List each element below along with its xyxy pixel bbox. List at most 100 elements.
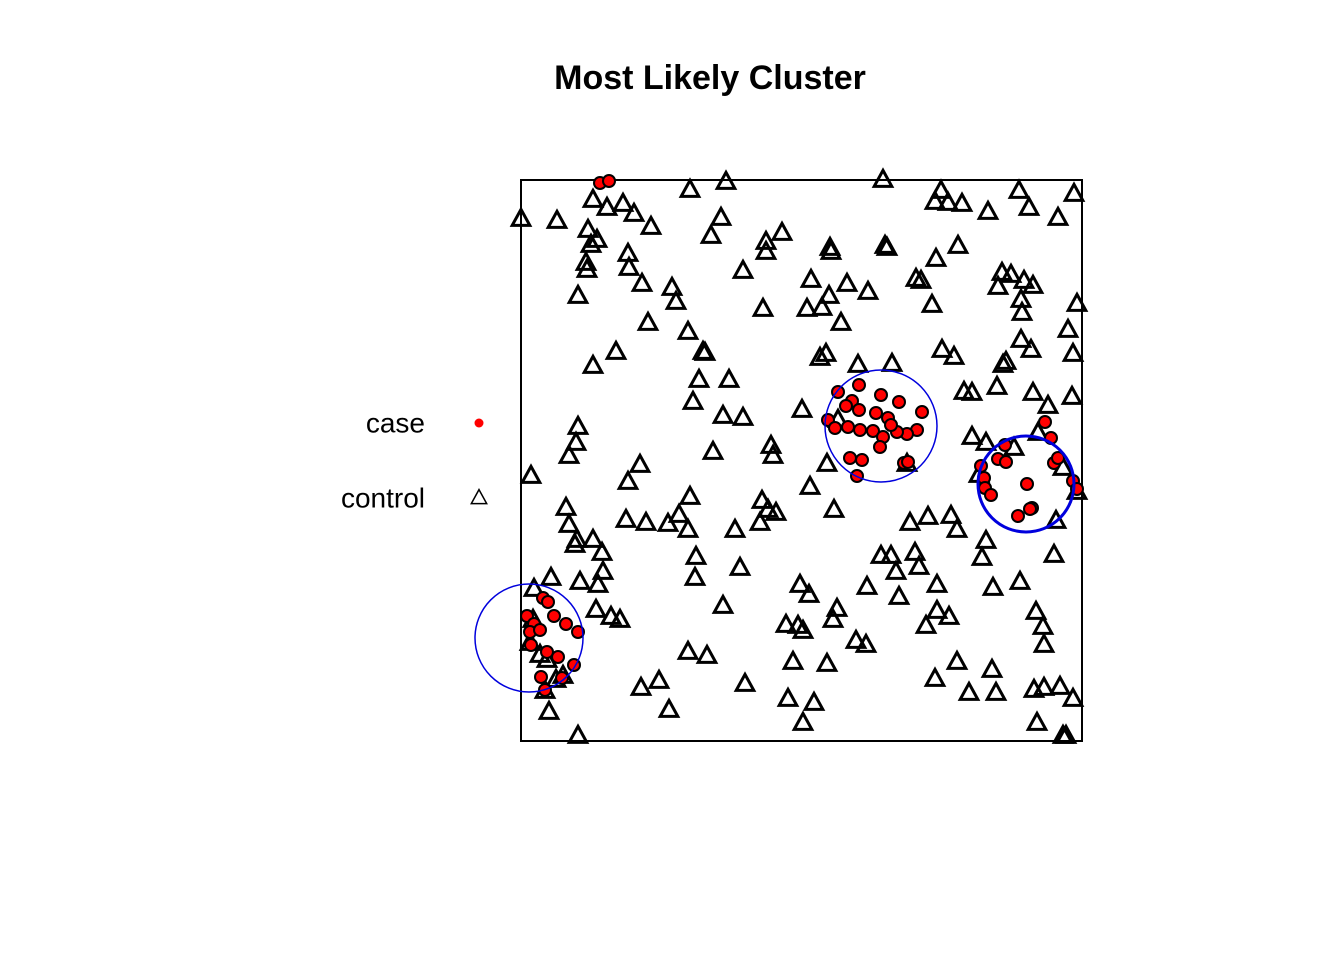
control-point bbox=[629, 675, 653, 696]
case-point bbox=[1038, 415, 1052, 429]
control-point bbox=[923, 666, 947, 687]
control-point bbox=[821, 607, 845, 628]
control-point bbox=[1025, 710, 1049, 731]
control-point bbox=[904, 266, 928, 287]
control-point bbox=[539, 565, 563, 586]
control-point bbox=[554, 495, 578, 516]
case-point bbox=[533, 623, 547, 637]
control-point bbox=[950, 191, 974, 212]
case-point bbox=[828, 421, 842, 435]
control-point bbox=[920, 292, 944, 313]
control-point bbox=[628, 452, 652, 473]
control-point bbox=[683, 565, 707, 586]
case-point bbox=[555, 671, 569, 685]
control-point bbox=[761, 443, 785, 464]
control-point bbox=[907, 554, 931, 575]
control-point bbox=[678, 484, 702, 505]
control-point bbox=[509, 206, 533, 227]
control-point bbox=[711, 403, 735, 424]
control-point bbox=[676, 517, 700, 538]
control-point bbox=[604, 339, 628, 360]
control-point bbox=[960, 380, 984, 401]
control-point bbox=[647, 668, 671, 689]
case-point bbox=[866, 424, 880, 438]
legend-label: control bbox=[341, 482, 425, 513]
control-point bbox=[581, 527, 605, 548]
control-point bbox=[1021, 273, 1045, 294]
control-point bbox=[617, 255, 641, 276]
control-point bbox=[699, 223, 723, 244]
control-point bbox=[639, 214, 663, 235]
control-point bbox=[790, 397, 814, 418]
control-point bbox=[1042, 542, 1066, 563]
control-point bbox=[614, 507, 638, 528]
control-point bbox=[916, 504, 940, 525]
control-point bbox=[871, 167, 895, 188]
control-point bbox=[731, 258, 755, 279]
case-point bbox=[853, 423, 867, 437]
control-point bbox=[1036, 393, 1060, 414]
control-point bbox=[723, 517, 747, 538]
control-point bbox=[942, 344, 966, 365]
case-point bbox=[540, 645, 554, 659]
legend-marker bbox=[474, 418, 484, 428]
control-point bbox=[616, 469, 640, 490]
control-point bbox=[930, 337, 954, 358]
control-point bbox=[929, 178, 953, 199]
cluster-circle bbox=[976, 434, 1076, 534]
control-point bbox=[815, 451, 839, 472]
control-point bbox=[846, 352, 870, 373]
control-point bbox=[522, 576, 546, 597]
case-point bbox=[571, 625, 585, 639]
control-point bbox=[936, 190, 960, 211]
case-point bbox=[559, 617, 573, 631]
case-point bbox=[541, 595, 555, 609]
control-point bbox=[960, 424, 984, 445]
control-point bbox=[808, 345, 832, 366]
control-point bbox=[925, 598, 949, 619]
control-point bbox=[970, 545, 994, 566]
control-point bbox=[681, 389, 705, 410]
control-point bbox=[887, 584, 911, 605]
case-point bbox=[1023, 502, 1037, 516]
control-point bbox=[986, 274, 1010, 295]
control-point bbox=[1061, 341, 1085, 362]
control-point bbox=[1060, 384, 1084, 405]
case-point bbox=[524, 638, 538, 652]
case-point bbox=[884, 418, 898, 432]
control-point bbox=[1056, 317, 1080, 338]
control-point bbox=[657, 697, 681, 718]
control-point bbox=[1065, 291, 1089, 312]
case-point bbox=[1051, 451, 1065, 465]
cluster-circle bbox=[824, 369, 938, 483]
control-point bbox=[622, 201, 646, 222]
control-point bbox=[595, 195, 619, 216]
control-point bbox=[1048, 674, 1072, 695]
control-point bbox=[634, 510, 658, 531]
control-point bbox=[581, 353, 605, 374]
control-point bbox=[1019, 337, 1043, 358]
control-point bbox=[1009, 327, 1033, 348]
control-point bbox=[957, 680, 981, 701]
control-point bbox=[856, 279, 880, 300]
control-point bbox=[781, 649, 805, 670]
case-point bbox=[843, 451, 857, 465]
control-point bbox=[630, 271, 654, 292]
control-point bbox=[898, 510, 922, 531]
control-point bbox=[770, 220, 794, 241]
cluster-circle bbox=[474, 583, 584, 693]
control-point bbox=[945, 517, 969, 538]
control-point bbox=[545, 208, 569, 229]
control-point bbox=[854, 632, 878, 653]
control-point bbox=[1012, 268, 1036, 289]
control-point bbox=[564, 430, 588, 451]
control-point bbox=[924, 246, 948, 267]
control-point bbox=[751, 296, 775, 317]
control-point bbox=[1021, 380, 1045, 401]
case-point bbox=[839, 399, 853, 413]
control-point bbox=[579, 232, 603, 253]
control-point bbox=[676, 639, 700, 660]
control-point bbox=[815, 651, 839, 672]
control-point bbox=[1061, 686, 1085, 707]
case-point bbox=[874, 388, 888, 402]
